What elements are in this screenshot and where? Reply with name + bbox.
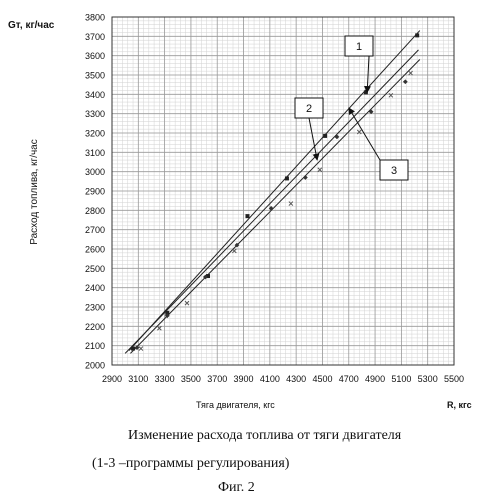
y-tick-label: 3200 — [85, 129, 105, 139]
figure-caption-note: (1-3 –программы регулирования) — [92, 456, 289, 472]
x-tick-label: 4500 — [312, 374, 332, 384]
x-tick-label: 3700 — [207, 374, 227, 384]
figure-number: Фиг. 2 — [218, 480, 255, 496]
y-tick-label: 3500 — [85, 71, 105, 81]
y-tick-label: 3300 — [85, 109, 105, 119]
y-tick-label: 3000 — [85, 167, 105, 177]
x-tick-label: 3900 — [234, 374, 254, 384]
y-tick-label: 3600 — [85, 51, 105, 61]
y-tick-label: 2100 — [85, 341, 105, 351]
x-tick-label: 3300 — [155, 374, 175, 384]
series-1-line — [129, 31, 420, 351]
x-tick-label: 4900 — [365, 374, 385, 384]
y-tick-label: 2500 — [85, 264, 105, 274]
y-tick-label: 3400 — [85, 90, 105, 100]
series-2-point — [403, 79, 408, 84]
series-2-point — [303, 175, 308, 180]
y-tick-label: 2900 — [85, 187, 105, 197]
series-1-point — [131, 347, 135, 351]
series-1-point — [245, 214, 249, 218]
series-3-point — [318, 168, 322, 172]
x-tick-labels: 2900 3100 3300 3500 3700 3900 4100 4300 4500 4700… — [102, 374, 464, 384]
x-tick-label: 2900 — [102, 374, 122, 384]
callout-1-label: 1 — [356, 41, 362, 53]
callout-2-arrow — [309, 118, 317, 160]
y-tick-label: 2200 — [85, 322, 105, 332]
x-tick-label: 3500 — [181, 374, 201, 384]
y-tick-label: 2000 — [85, 361, 105, 371]
y-tick-label: 3700 — [85, 32, 105, 42]
y-tick-label: 2400 — [85, 283, 105, 293]
y-tick-label: 2600 — [85, 245, 105, 255]
y-tick-label: 2300 — [85, 303, 105, 313]
x-tick-label: 3100 — [128, 374, 148, 384]
y-axis-label: Расход топлива, кг/час — [29, 139, 40, 245]
callout-2-label: 2 — [306, 103, 312, 115]
y-tick-label: 3800 — [85, 13, 105, 23]
x-tick-label: 5500 — [444, 374, 464, 384]
y-tick-label: 3100 — [85, 148, 105, 158]
callout-3-label: 3 — [391, 165, 397, 177]
x-tick-label: 4100 — [260, 374, 280, 384]
series-3-point — [139, 347, 143, 351]
x-tick-label: 5300 — [418, 374, 438, 384]
x-axis-label: Тяга двигателя, кгс — [196, 400, 275, 410]
x-tick-label: 5100 — [391, 374, 411, 384]
x-tick-label: 4300 — [286, 374, 306, 384]
figure-caption-title: Изменение расхода топлива от тяги двигат… — [128, 428, 401, 444]
series-1-point — [323, 134, 327, 138]
series-2-line — [125, 50, 418, 354]
series-1-point — [285, 176, 289, 180]
series-1-point — [415, 33, 419, 37]
x-corner-label: R, кгс — [447, 400, 472, 410]
series-2-point — [335, 134, 340, 139]
y-tick-label: 2800 — [85, 206, 105, 216]
y-tick-label: 2700 — [85, 225, 105, 235]
x-tick-label: 4700 — [339, 374, 359, 384]
y-tick-labels: 2000 2100 2200 2300 2400 2500 2600 2700 2800 2900… — [85, 13, 105, 371]
y-corner-label: Gт, кг/час — [8, 20, 55, 31]
